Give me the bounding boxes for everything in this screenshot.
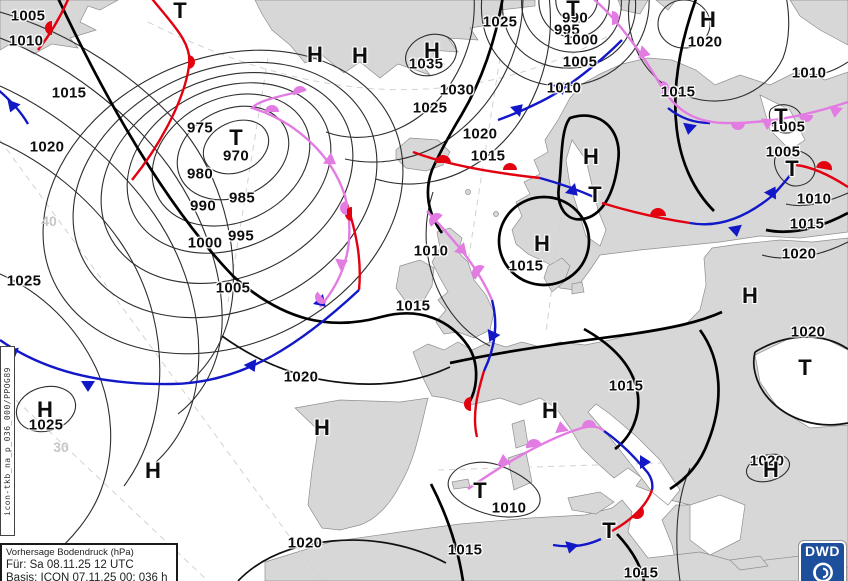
cold-front bbox=[667, 107, 711, 125]
model-basis: Basis: ICON 07.11.25 00: 036 h bbox=[6, 572, 168, 581]
warm-front bbox=[473, 370, 486, 438]
cold-front bbox=[497, 39, 623, 122]
dwd-swirl-icon bbox=[812, 562, 833, 581]
occluded-front-markers bbox=[265, 11, 843, 466]
warm-front bbox=[601, 201, 691, 225]
side-caption-box: icon-tkb_na_p_036_000/PPOG89 bbox=[0, 346, 15, 536]
cold-front bbox=[0, 289, 360, 386]
dwd-logo-text: DWD bbox=[805, 543, 840, 559]
graticule-lines bbox=[0, 21, 693, 581]
valid-time: Für: Sa 08.11.25 12 UTC bbox=[6, 559, 134, 571]
dwd-logo: DWD bbox=[798, 540, 847, 581]
cold-front bbox=[539, 176, 595, 199]
side-caption: icon-tkb_na_p_036_000/PPOG89 bbox=[3, 366, 12, 516]
warm-front-markers bbox=[45, 21, 832, 519]
occluded-front bbox=[249, 90, 351, 308]
product-info-box: Vorhersage Bodendruck (hPa) Für: Sa 08.1… bbox=[0, 543, 178, 581]
cold-front bbox=[603, 430, 654, 491]
occluded-front bbox=[592, 0, 848, 125]
fronts bbox=[0, 0, 848, 554]
isobars-main bbox=[57, 0, 848, 581]
warm-front bbox=[412, 150, 541, 180]
cold-front bbox=[552, 537, 602, 548]
warm-front bbox=[37, 0, 70, 51]
product-title: Vorhersage Bodendruck (hPa) bbox=[6, 547, 134, 558]
warm-front bbox=[795, 163, 848, 189]
occluded-front bbox=[467, 425, 605, 490]
